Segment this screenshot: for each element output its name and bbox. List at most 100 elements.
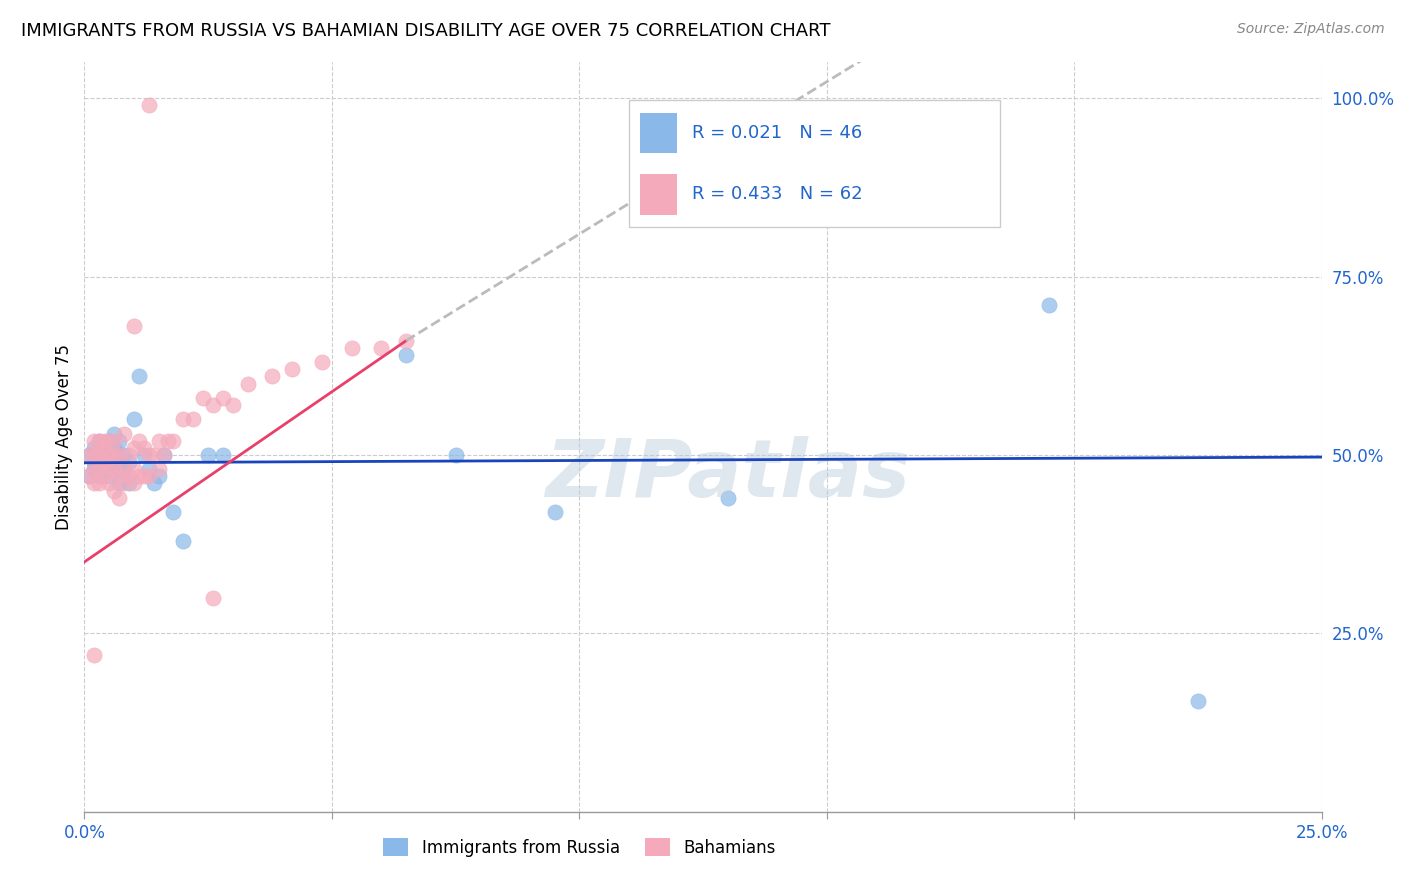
Point — [138, 469, 160, 483]
Point — [103, 448, 125, 462]
Point — [108, 448, 131, 462]
Point — [103, 462, 125, 476]
Point — [148, 469, 170, 483]
Text: ZIPatlas: ZIPatlas — [546, 435, 910, 514]
Point — [98, 476, 121, 491]
Point — [108, 434, 131, 448]
Point — [1187, 694, 1209, 708]
Point — [108, 476, 131, 491]
Point — [98, 448, 121, 462]
Point — [152, 448, 174, 462]
Point — [1038, 298, 1060, 312]
Point — [118, 476, 141, 491]
Point — [98, 441, 121, 455]
Point — [444, 448, 467, 462]
Point — [108, 448, 131, 462]
Point — [128, 369, 150, 384]
Point — [103, 434, 125, 448]
Point — [118, 455, 141, 469]
Point — [222, 398, 245, 412]
Point — [112, 476, 135, 491]
Point — [83, 455, 105, 469]
Point — [191, 391, 214, 405]
Point — [103, 441, 125, 455]
Point — [112, 448, 135, 462]
Point — [93, 469, 115, 483]
Point — [118, 448, 141, 462]
Point — [79, 448, 101, 462]
Point — [89, 462, 111, 476]
Point — [138, 98, 160, 112]
Point — [395, 348, 418, 362]
Point — [543, 505, 565, 519]
Point — [89, 462, 111, 476]
Point — [89, 448, 111, 462]
Point — [112, 462, 135, 476]
Point — [122, 319, 145, 334]
Point — [162, 434, 184, 448]
Point — [83, 434, 105, 448]
Point — [132, 441, 155, 455]
Point — [181, 412, 204, 426]
Point — [83, 462, 105, 476]
Point — [98, 434, 121, 448]
Point — [93, 448, 115, 462]
Point — [83, 476, 105, 491]
Legend: Immigrants from Russia, Bahamians: Immigrants from Russia, Bahamians — [377, 832, 782, 863]
Point — [89, 434, 111, 448]
Point — [212, 448, 235, 462]
Point — [108, 469, 131, 483]
Point — [79, 469, 101, 483]
Point — [122, 412, 145, 426]
Y-axis label: Disability Age Over 75: Disability Age Over 75 — [55, 344, 73, 530]
Point — [89, 469, 111, 483]
Point — [132, 448, 155, 462]
Point — [93, 455, 115, 469]
Point — [262, 369, 284, 384]
Point — [148, 434, 170, 448]
Point — [89, 476, 111, 491]
Point — [340, 341, 363, 355]
Point — [108, 491, 131, 505]
Point — [128, 434, 150, 448]
Point — [717, 491, 740, 505]
Point — [142, 448, 165, 462]
Point — [103, 448, 125, 462]
Point — [236, 376, 259, 391]
Point — [370, 341, 392, 355]
Point — [98, 448, 121, 462]
Point — [83, 448, 105, 462]
Point — [83, 648, 105, 662]
Point — [281, 362, 304, 376]
Point — [98, 469, 121, 483]
Point — [212, 391, 235, 405]
Point — [79, 469, 101, 483]
Point — [93, 441, 115, 455]
Point — [89, 448, 111, 462]
Point — [157, 434, 180, 448]
Point — [103, 426, 125, 441]
Point — [122, 441, 145, 455]
Point — [118, 469, 141, 483]
Point — [122, 476, 145, 491]
Point — [128, 469, 150, 483]
Point — [112, 462, 135, 476]
Point — [395, 334, 418, 348]
Point — [93, 455, 115, 469]
Point — [98, 462, 121, 476]
Point — [152, 448, 174, 462]
Point — [172, 533, 194, 548]
Point — [142, 476, 165, 491]
Point — [93, 434, 115, 448]
Point — [172, 412, 194, 426]
Point — [108, 462, 131, 476]
Point — [202, 398, 225, 412]
Point — [93, 441, 115, 455]
Point — [83, 462, 105, 476]
Point — [79, 448, 101, 462]
Point — [148, 462, 170, 476]
Point — [98, 462, 121, 476]
Point — [138, 448, 160, 462]
Point — [89, 434, 111, 448]
Point — [83, 441, 105, 455]
